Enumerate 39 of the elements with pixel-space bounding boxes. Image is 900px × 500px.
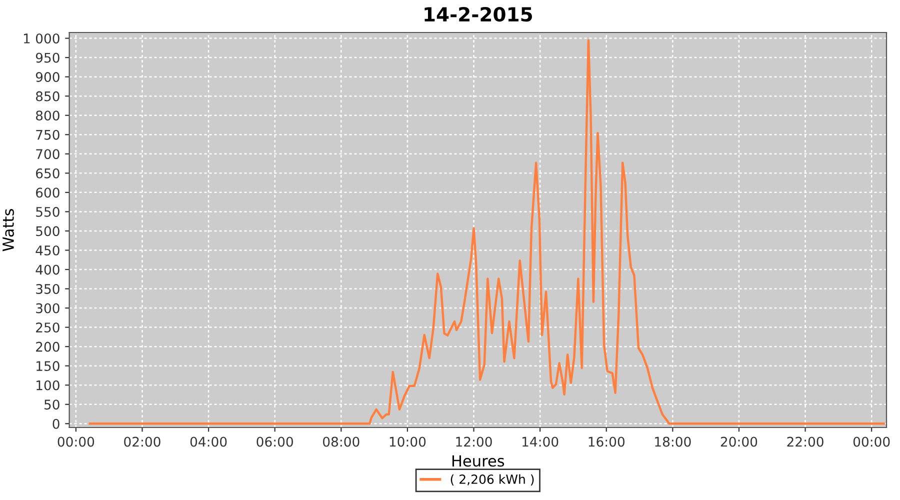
x-tick-label: 22:00: [787, 436, 824, 447]
y-tick-label: 600: [36, 188, 60, 198]
x-tick-label: 06:00: [256, 436, 293, 447]
x-tick-label: 00:00: [58, 436, 94, 447]
x-tick-label: 12:00: [456, 436, 492, 447]
y-tick-label: 500: [36, 226, 60, 236]
x-axis-title: Heures: [452, 455, 504, 467]
x-tick-label: 08:00: [323, 436, 360, 447]
y-tick-label: 100: [36, 380, 60, 390]
x-tick-label: 04:00: [190, 436, 227, 447]
y-tick-label: 300: [36, 303, 60, 314]
y-tick-label: 50: [44, 400, 60, 410]
y-tick-label: 400: [36, 264, 60, 275]
y-tick-label: 1 000: [24, 34, 60, 44]
y-tick-label: 550: [36, 206, 60, 217]
y-tick-label: 250: [36, 322, 60, 333]
y-tick-label: 750: [36, 130, 60, 140]
y-tick-label: 900: [36, 72, 60, 82]
x-tick-label: 18:00: [655, 436, 691, 447]
x-tick-label: 00:00: [853, 436, 890, 447]
y-axis-title: Watts: [2, 209, 14, 252]
y-tick-label: 950: [36, 52, 60, 63]
y-tick-label: 0: [52, 418, 60, 429]
y-tick-label: 700: [36, 149, 60, 160]
y-tick-label: 350: [36, 284, 60, 294]
line-series: [88, 39, 885, 425]
y-tick-label: 650: [36, 168, 60, 178]
legend-label: ( 2,206 kWh ): [450, 474, 534, 486]
y-tick-label: 850: [36, 91, 60, 102]
y-tick-label: 200: [36, 342, 60, 352]
x-tick-label: 02:00: [124, 436, 160, 447]
x-tick-label: 10:00: [390, 436, 426, 447]
x-tick-label: 14:00: [522, 436, 558, 447]
chart-title: 14-2-2015: [424, 6, 532, 22]
y-tick-label: 800: [36, 110, 60, 121]
x-tick-label: 16:00: [588, 436, 624, 447]
y-tick-label: 450: [36, 245, 60, 256]
x-tick-label: 20:00: [720, 436, 758, 447]
y-tick-label: 150: [36, 361, 60, 372]
